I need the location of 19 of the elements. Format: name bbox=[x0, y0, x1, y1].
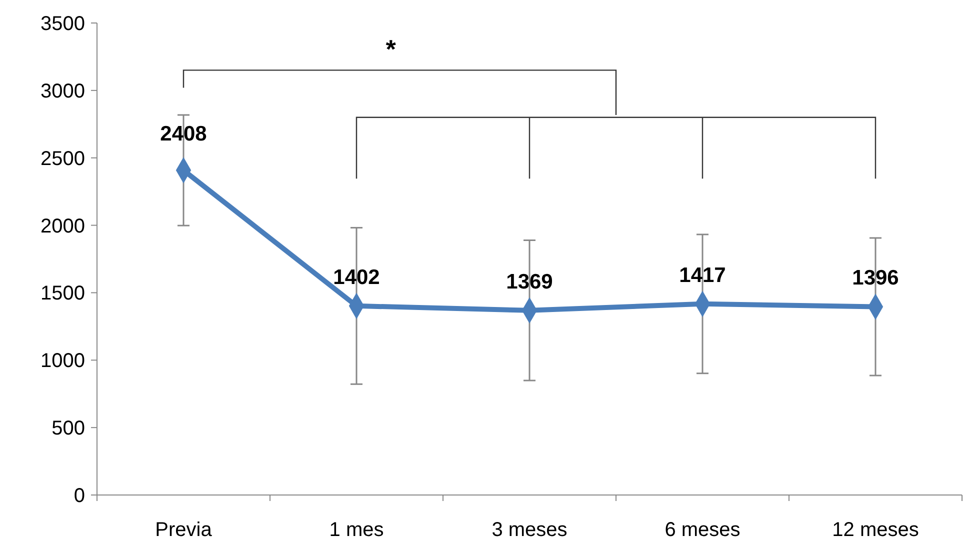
y-tick-label: 3000 bbox=[40, 80, 85, 102]
y-tick-label: 0 bbox=[74, 485, 85, 507]
data-label: 1402 bbox=[333, 266, 380, 289]
data-label: 1369 bbox=[506, 270, 553, 294]
y-tick-label: 500 bbox=[52, 418, 85, 440]
y-tick-label: 2500 bbox=[40, 148, 85, 170]
x-tick-label: 3 meses bbox=[492, 519, 568, 541]
y-tick-label: 1000 bbox=[40, 350, 85, 372]
annotation: * bbox=[384, 34, 397, 64]
x-tick-label: 6 meses bbox=[664, 519, 740, 541]
data-label: 2408 bbox=[160, 122, 208, 146]
data-label: 1417 bbox=[679, 264, 726, 287]
y-tick-label: 1500 bbox=[40, 282, 85, 305]
x-tick-label: 1 mes bbox=[329, 519, 384, 541]
x-tick-label: 12 meses bbox=[832, 519, 919, 541]
y-tick-label: 2000 bbox=[40, 215, 85, 238]
y-tick-label: 3500 bbox=[40, 13, 85, 35]
x-tick-label: Previa bbox=[155, 519, 213, 541]
data-label: 1396 bbox=[852, 266, 899, 290]
